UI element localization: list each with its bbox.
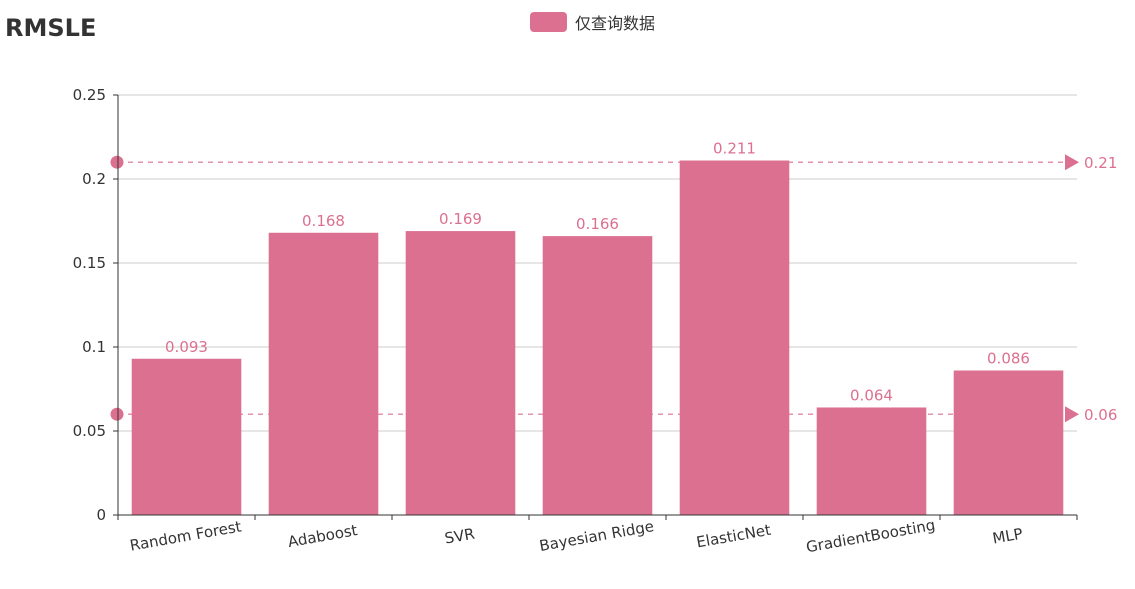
bar[interactable] bbox=[816, 407, 927, 515]
data-label: 0.166 bbox=[576, 215, 619, 233]
mark-line-arrow bbox=[1065, 406, 1079, 423]
mark-line-label: 0.21 bbox=[1084, 154, 1117, 172]
mark-line-label: 0.06 bbox=[1084, 406, 1117, 424]
x-tick-label: Adaboost bbox=[286, 521, 358, 551]
x-tick-label: ElasticNet bbox=[695, 521, 772, 552]
y-tick-label: 0.25 bbox=[73, 86, 106, 104]
axes bbox=[113, 94, 1078, 520]
y-tick-label: 0.05 bbox=[73, 422, 106, 440]
x-tick-label: Random Forest bbox=[128, 517, 242, 554]
y-tick-label: 0.15 bbox=[73, 254, 106, 272]
bar[interactable] bbox=[405, 231, 516, 515]
bar[interactable] bbox=[542, 236, 653, 515]
legend-swatch bbox=[530, 12, 567, 32]
chart-title: RMSLE bbox=[5, 14, 96, 42]
data-label: 0.086 bbox=[987, 350, 1030, 368]
bar[interactable] bbox=[268, 232, 379, 515]
data-label: 0.169 bbox=[439, 210, 482, 228]
x-tick-label: GradientBoosting bbox=[805, 516, 937, 556]
bar[interactable] bbox=[679, 160, 790, 515]
data-label: 0.168 bbox=[302, 212, 345, 230]
bar[interactable] bbox=[953, 370, 1064, 515]
bar[interactable] bbox=[131, 358, 242, 515]
data-label: 0.211 bbox=[713, 140, 756, 158]
mark-line-start bbox=[110, 407, 124, 421]
y-tick-label: 0 bbox=[96, 506, 106, 524]
legend-label: 仅查询数据 bbox=[575, 14, 655, 33]
y-tick-label: 0.2 bbox=[82, 170, 106, 188]
data-label: 0.093 bbox=[165, 338, 208, 356]
x-tick-label: SVR bbox=[443, 525, 476, 548]
x-tick-label: Bayesian Ridge bbox=[538, 517, 655, 555]
data-label: 0.064 bbox=[850, 386, 893, 404]
y-tick-label: 0.1 bbox=[82, 338, 106, 356]
mark-line-start bbox=[110, 155, 124, 169]
mark-lines bbox=[110, 154, 1079, 423]
legend[interactable]: 仅查询数据 bbox=[530, 12, 655, 33]
mark-line-arrow bbox=[1065, 154, 1079, 171]
bars bbox=[131, 160, 1064, 515]
x-tick-label: MLP bbox=[991, 525, 1024, 548]
